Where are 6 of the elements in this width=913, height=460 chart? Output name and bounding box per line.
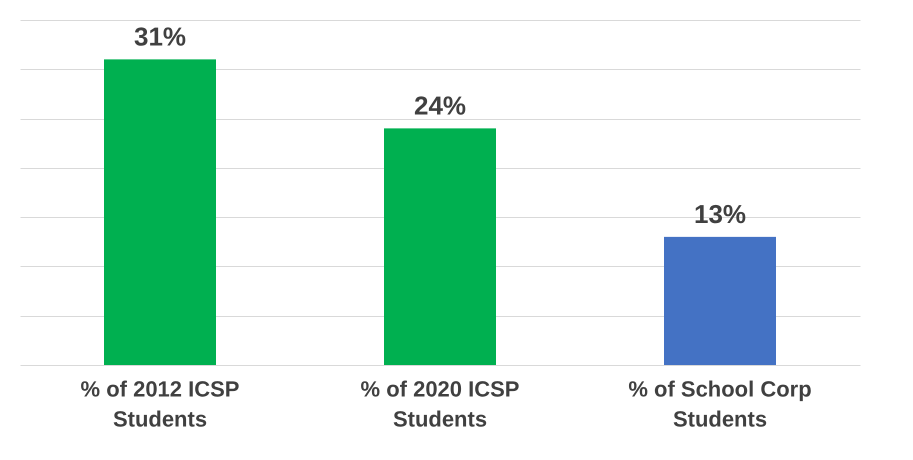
x-tick-label: % of School Corp Students: [628, 376, 812, 432]
x-tick-label: % of 2020 ICSP Students: [360, 376, 520, 432]
data-label: 13%: [694, 198, 746, 229]
x-tick-label: % of 2012 ICSP Students: [80, 376, 240, 432]
data-label: 24%: [414, 90, 466, 120]
data-label: 31%: [134, 21, 186, 52]
